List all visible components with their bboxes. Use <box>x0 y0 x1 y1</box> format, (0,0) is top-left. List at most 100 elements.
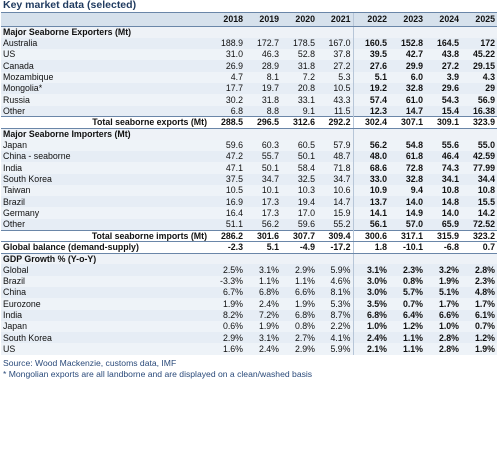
year-header: 2025 <box>461 12 497 27</box>
importer-row: South Korea 37.5 34.7 32.5 34.7 33.0 32.8 34.1 3… <box>1 173 497 185</box>
row-label: Global balance (demand-supply) <box>1 241 209 254</box>
source-note: Source: Wood Mackenzie, customs data, IM… <box>3 357 177 368</box>
row-label: Germany <box>1 207 209 219</box>
value-cell: 74.3 <box>425 162 461 174</box>
value-cell: 6.8 <box>209 105 245 117</box>
exporter-row: Australia 188.9 172.7 178.5 167.0 160.5 152.8 1… <box>1 37 497 50</box>
row-label: Brazil <box>1 275 209 287</box>
value-cell: 9.4 <box>389 184 425 197</box>
market-data-table: 2018 2019 2020 2021 2022 2023 2024 2025 … <box>1 12 497 355</box>
section-header-blank <box>389 127 425 140</box>
section-header-blank <box>209 25 245 38</box>
value-cell: 14.8 <box>425 196 461 208</box>
value-cell: 31.0 <box>209 49 245 61</box>
value-cell: 14.9 <box>389 207 425 219</box>
value-cell: 301.6 <box>245 229 281 243</box>
section-header-blank <box>461 25 497 38</box>
value-cell: 34.7 <box>245 173 281 185</box>
value-cell: 1.1% <box>389 332 425 344</box>
value-cell: 17.0 <box>281 207 317 219</box>
value-cell: 54.8 <box>389 139 425 151</box>
value-cell: 15.5 <box>461 196 497 208</box>
value-cell: 152.8 <box>389 37 425 50</box>
value-cell: 14.0 <box>425 207 461 219</box>
value-cell: 47.2 <box>209 150 245 163</box>
value-cell: 72.8 <box>389 162 425 174</box>
value-cell: 51.1 <box>209 218 245 231</box>
value-cell: 27.2 <box>317 60 353 72</box>
value-cell: 307.7 <box>281 229 317 243</box>
row-label: Japan <box>1 139 209 151</box>
exporter-row: US 31.0 46.3 52.8 37.8 39.5 42.7 43.8 45.22 <box>1 49 497 61</box>
value-cell: 1.9% <box>209 298 245 310</box>
value-cell: 5.7% <box>389 286 425 299</box>
value-cell: 7.2% <box>245 309 281 321</box>
section-header-blank <box>209 127 245 140</box>
value-cell: 1.7% <box>425 298 461 310</box>
importers-section-header: Major Seaborne Importers (Mt) <box>1 127 497 140</box>
section-header: Major Seaborne Exporters (Mt) <box>1 25 209 38</box>
row-label: South Korea <box>1 332 209 344</box>
row-label: Total seaborne exports (Mt) <box>1 116 209 129</box>
value-cell: 288.5 <box>209 116 245 129</box>
value-cell: 2.8% <box>461 264 497 276</box>
value-cell: 30.2 <box>209 94 245 106</box>
row-label: Canada <box>1 60 209 72</box>
value-cell: 3.2% <box>425 264 461 276</box>
value-cell: 12.3 <box>352 105 389 117</box>
value-cell: -3.3% <box>209 275 245 287</box>
value-cell: 5.9% <box>317 343 353 355</box>
row-label: Brazil <box>1 196 209 208</box>
value-cell: 0.6% <box>209 320 245 333</box>
row-label: Other <box>1 218 209 231</box>
value-cell: 5.9% <box>317 264 353 276</box>
value-cell: 315.9 <box>425 229 461 243</box>
value-cell: 10.6 <box>317 184 353 197</box>
value-cell: -4.9 <box>281 241 317 254</box>
value-cell: 60.5 <box>281 139 317 151</box>
value-cell: 0.8% <box>389 275 425 287</box>
value-cell: 302.4 <box>352 116 389 129</box>
value-cell: 13.7 <box>352 196 389 208</box>
value-cell: 10.8 <box>461 184 497 197</box>
value-cell: 7.2 <box>281 71 317 83</box>
value-cell: 48.7 <box>317 150 353 163</box>
section-header-blank <box>425 25 461 38</box>
value-cell: 172 <box>461 37 497 50</box>
value-cell: 56.2 <box>352 139 389 151</box>
value-cell: 59.6 <box>281 218 317 231</box>
value-cell: 1.1% <box>245 275 281 287</box>
table-body: Major Seaborne Exporters (Mt) Australia 18… <box>1 25 497 355</box>
value-cell: 56.2 <box>245 218 281 231</box>
total-exports-row: Total seaborne exports (Mt) 288.5 296.5 312… <box>1 116 497 129</box>
value-cell: 14.2 <box>461 207 497 219</box>
value-cell: 1.1% <box>281 275 317 287</box>
value-cell: 71.8 <box>317 162 353 174</box>
value-cell: 28.9 <box>245 60 281 72</box>
value-cell: 6.0 <box>389 71 425 83</box>
value-cell: 16.9 <box>209 196 245 208</box>
value-cell: 39.5 <box>352 49 389 61</box>
row-label: Russia <box>1 94 209 106</box>
section-header-blank <box>461 252 497 265</box>
value-cell: 309.4 <box>317 229 353 243</box>
year-header: 2023 <box>389 12 425 27</box>
value-cell: 3.0% <box>352 275 389 287</box>
value-cell: 14.7 <box>317 196 353 208</box>
value-cell: 57.9 <box>317 139 353 151</box>
section-header-blank <box>317 252 353 265</box>
gdp-row: Global 2.5% 3.1% 2.9% 5.9% 3.1% 2.3% 3.2% 2.8% <box>1 264 497 276</box>
value-cell: 17.7 <box>209 82 245 95</box>
value-cell: 16.38 <box>461 105 497 117</box>
gdp-row: Brazil -3.3% 1.1% 1.1% 4.6% 3.0% 0.8% 1.9% 2.3% <box>1 275 497 287</box>
value-cell: 1.9% <box>245 320 281 333</box>
value-cell: 3.9 <box>425 71 461 83</box>
value-cell: 296.5 <box>245 116 281 129</box>
row-label: India <box>1 309 209 321</box>
value-cell: 34.1 <box>425 173 461 185</box>
value-cell: 19.4 <box>281 196 317 208</box>
value-cell: 0.7% <box>461 320 497 333</box>
value-cell: 68.6 <box>352 162 389 174</box>
value-cell: 5.1 <box>245 241 281 254</box>
gdp-row: Eurozone 1.9% 2.4% 1.9% 5.3% 3.5% 0.7% 1.7% 1.7% <box>1 298 497 310</box>
